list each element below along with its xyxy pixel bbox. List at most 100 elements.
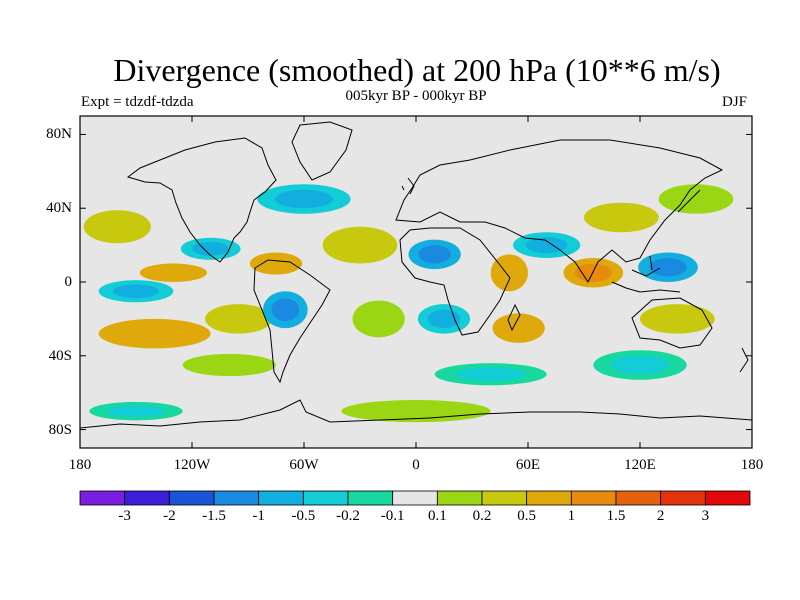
colorbar-label: 0.1 [427,508,447,524]
longitude-label: 180 [68,457,92,473]
longitude-label: 180 [740,457,764,473]
field-contour [654,309,701,329]
field-blob [180,237,241,260]
colorbar-label: 1 [567,508,576,524]
coastlines [80,121,752,429]
field-blob [262,291,308,329]
coastline-japan [677,189,701,213]
field-contour [497,261,521,285]
longitude-label: 120E [624,457,656,473]
colorbar-swatch [168,490,215,506]
colorbar-label: 3 [701,508,710,524]
colorbar-swatch [213,490,260,506]
field-contour [418,245,451,264]
field-contour [427,309,461,329]
field-blob [83,210,151,244]
field-contour [336,233,384,257]
field-blob [205,304,273,334]
longitude-label: 60W [289,457,319,473]
field-contour [455,367,526,382]
latitude-label: 0 [64,274,73,290]
field-blob [98,318,211,349]
field-contour [119,324,190,343]
field-blob [257,184,351,214]
colorbar [79,490,751,506]
field-contour [112,284,160,299]
colorbar-label: -0.5 [291,508,316,524]
colorbar-label: -1 [252,508,265,524]
field-contour [502,318,535,338]
field-blob [638,252,698,282]
field-contour [574,263,612,282]
field-blob [417,304,471,334]
field-contour [96,216,139,237]
field-blob [182,353,276,377]
colorbar-swatch [526,490,572,506]
colorbar-label: -0.2 [336,508,360,524]
colorbar-swatch [347,490,394,506]
map-background [80,116,752,448]
field-contour [200,358,259,372]
field-contour [152,267,195,279]
field-contour [598,208,645,227]
field-blob [658,184,734,214]
field-contour [362,307,395,331]
coastline-africa [399,227,511,336]
latitude-label: 80S [48,421,72,438]
field-blob [408,239,461,270]
colorbar-swatch [615,490,662,506]
divergence-field [83,184,734,423]
coastline-antarctica [80,399,752,429]
colorbar-label: 0.5 [517,508,537,524]
colorbar-swatch [570,490,617,506]
field-contour [192,241,230,256]
field-contour [649,258,687,277]
colorbar-swatch [302,490,349,506]
latitude-label: 40N [46,200,72,217]
colorbar-label: -3 [118,508,131,524]
field-blob [513,232,581,259]
longitude-label: 120W [173,457,211,473]
longitude-label: 60E [515,457,541,473]
coastline-australia [631,297,713,349]
coastline-new-zealand [739,347,749,373]
field-blob [434,363,547,386]
field-contour [107,405,165,417]
chart-subtitle: 005kyr BP - 000kyr BP [345,88,487,104]
colorbar-swatch [436,490,483,506]
field-blob [139,263,207,282]
field-blob [98,280,174,303]
coastline-british-isles [401,177,415,195]
experiment-label: Expt = tdzdf-tdzda [81,94,194,110]
field-contour [275,189,333,209]
field-contour [525,237,568,254]
longitude-label: 0 [412,457,420,473]
colorbar-swatch [79,490,126,506]
colorbar-swatch [392,490,438,506]
field-blob [563,258,624,288]
coastline-south-america [253,259,331,384]
axis-ticks [79,116,753,448]
latitude-label: 80N [46,126,72,143]
coastline-eurasia [395,139,724,284]
field-blob [490,254,528,292]
colorbar-swatch [258,490,304,506]
field-blob [593,350,687,380]
field-contour [271,298,300,322]
field-blob [89,401,183,421]
colorbar-swatch [704,490,751,506]
field-contour [369,404,463,418]
latitude-label: 40S [48,347,72,364]
field-blob [352,300,405,338]
coastline-maritime-continent [611,255,681,293]
field-blob [584,202,659,233]
field-blob [322,226,398,264]
field-contour [259,256,293,271]
field-contour [217,309,260,329]
colorbar-label: 0.2 [472,508,492,524]
coastline-greenland [291,121,353,181]
coastline-madagascar [507,303,521,332]
field-contour [611,355,669,375]
field-blob [341,400,491,423]
